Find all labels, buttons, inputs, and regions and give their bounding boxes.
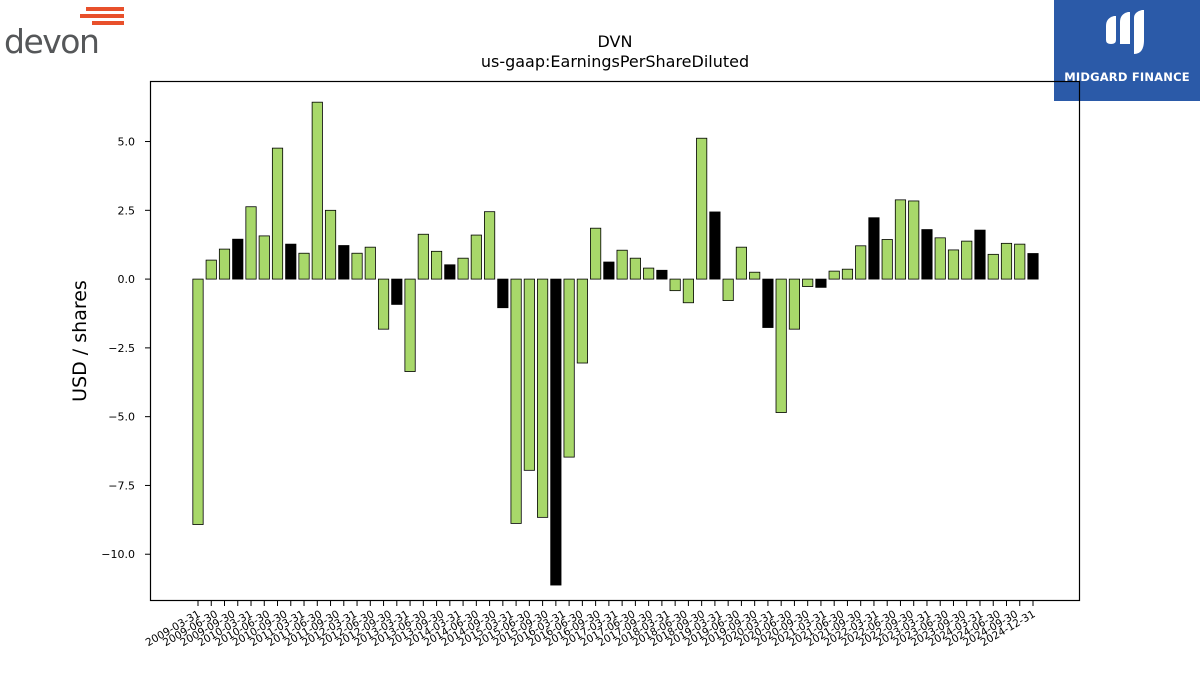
- bar-2010-12-31: [285, 243, 297, 280]
- chart-subtitle: us-gaap:EarningsPerShareDiluted: [480, 52, 750, 71]
- bar-2010-03-31: [245, 206, 257, 280]
- bar-2018-06-30: [682, 278, 694, 304]
- bar-2015-09-30: [537, 278, 549, 518]
- bar-2020-09-30: [802, 278, 814, 287]
- bar-2017-09-30: [643, 267, 655, 280]
- bars-group: [192, 101, 1039, 586]
- bar-2021-03-31: [828, 270, 840, 280]
- partner-logo-text: MIDGARD FINANCE: [1064, 70, 1190, 84]
- y-tick-label: −7.5: [108, 479, 135, 492]
- bar-2016-12-31: [603, 261, 615, 280]
- midgard-m-icon: [1106, 10, 1144, 54]
- bar-2024-03-31: [987, 253, 999, 280]
- y-tick-label: 0.0: [118, 273, 136, 286]
- bar-2018-12-31: [709, 211, 721, 280]
- bar-2013-09-30: [430, 250, 443, 280]
- y-axis-label: USD / shares: [69, 280, 91, 402]
- bar-2020-03-31: [775, 278, 787, 413]
- bar-2020-06-30: [788, 278, 801, 330]
- bar-2009-12-31: [232, 238, 244, 280]
- bar-2019-09-30: [749, 271, 761, 280]
- bar-2019-12-31: [762, 278, 774, 328]
- bar-2014-06-30: [470, 234, 482, 280]
- bar-2012-09-30: [377, 278, 390, 330]
- bar-2010-09-30: [271, 147, 284, 280]
- bar-2009-03-31: [192, 278, 204, 525]
- bar-2010-06-30: [258, 235, 270, 280]
- y-tick-label: 2.5: [118, 204, 136, 217]
- bar-2023-03-31: [934, 237, 946, 280]
- bar-2015-06-30: [523, 278, 535, 471]
- chart-title-block: DVN us-gaap:EarningsPerShareDiluted: [150, 32, 1080, 72]
- y-axis: 5.0 2.5 0.0 −2.5 −5.0 −7.5 −10.0: [101, 136, 150, 561]
- y-tick-label: −10.0: [101, 548, 135, 561]
- bar-2013-03-31: [404, 278, 416, 372]
- bar-2015-12-31: [550, 278, 562, 586]
- bar-2009-09-30: [218, 248, 231, 280]
- bar-2011-09-30: [324, 209, 337, 280]
- bar-2013-06-30: [417, 233, 429, 280]
- bar-2014-03-31: [457, 257, 469, 280]
- bar-2017-12-31: [656, 269, 668, 280]
- bar-2013-12-31: [444, 264, 456, 280]
- devon-logo: [4, 4, 128, 64]
- bar-2016-06-30: [576, 278, 588, 364]
- bar-2009-06-30: [205, 259, 217, 280]
- bar-2011-12-31: [338, 245, 350, 280]
- bar-2012-12-31: [391, 278, 403, 305]
- bar-2012-03-31: [351, 252, 363, 280]
- bar-2016-03-31: [563, 278, 575, 458]
- bar-2022-12-31: [921, 229, 933, 280]
- bar-2016-09-30: [590, 227, 602, 280]
- bar-2021-09-30: [855, 245, 867, 280]
- bar-2018-03-31: [669, 278, 681, 292]
- bar-2019-06-30: [735, 246, 747, 280]
- y-tick-label: −2.5: [108, 342, 135, 355]
- chart-title: DVN: [597, 32, 633, 51]
- y-tick-label: −5.0: [108, 411, 135, 424]
- bar-2021-06-30: [841, 268, 854, 280]
- company-logo-text: devon: [4, 22, 100, 61]
- bar-2017-06-30: [629, 257, 641, 280]
- bar-2022-09-30: [908, 200, 920, 280]
- bar-2024-09-30: [1014, 243, 1026, 280]
- bar-2012-06-30: [364, 246, 376, 280]
- bar-2014-12-31: [497, 278, 509, 309]
- bar-2024-06-30: [1000, 242, 1013, 280]
- bar-2018-09-30: [696, 137, 708, 280]
- bar-2017-03-31: [616, 249, 628, 280]
- bar-2011-06-30: [311, 101, 323, 280]
- bar-2014-09-30: [484, 211, 496, 280]
- bar-2022-03-31: [881, 239, 893, 280]
- partner-logo: MIDGARD FINANCE: [1054, 0, 1200, 101]
- bar-2023-12-31: [974, 229, 986, 280]
- bar-2019-03-31: [722, 278, 734, 301]
- bar-2021-12-31: [868, 217, 880, 280]
- bar-2011-03-31: [298, 252, 310, 280]
- bar-2024-12-31: [1027, 253, 1039, 280]
- y-tick-label: 5.0: [118, 136, 136, 149]
- x-axis: 2009-03-312009-06-302009-09-302010-03-31…: [144, 601, 1038, 649]
- bar-2023-09-30: [961, 240, 973, 280]
- bar-2022-06-30: [894, 199, 907, 280]
- plot-frame: [149, 80, 1081, 602]
- devon-stripes-icon: [80, 7, 124, 25]
- bar-2015-03-31: [510, 278, 522, 524]
- bar-2023-06-30: [947, 249, 960, 280]
- bar-2020-12-31: [815, 278, 827, 288]
